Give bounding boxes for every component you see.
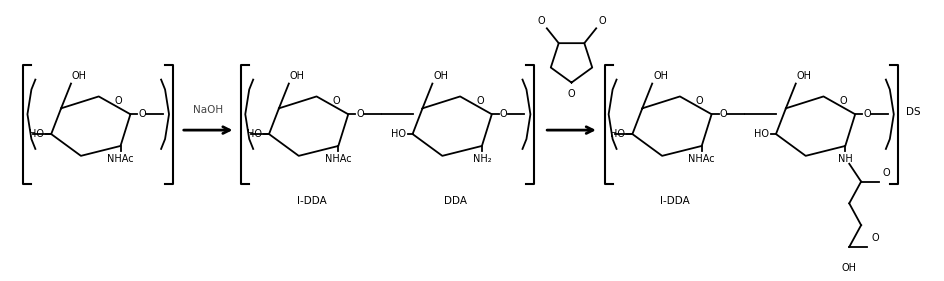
Text: DDA: DDA: [443, 196, 466, 207]
Text: DS: DS: [904, 107, 919, 117]
Text: NHAc: NHAc: [687, 154, 715, 164]
Text: NHAc: NHAc: [107, 154, 134, 164]
Text: OH: OH: [652, 71, 667, 81]
Text: HO: HO: [246, 129, 261, 139]
Text: O: O: [138, 109, 145, 119]
Text: HO: HO: [29, 129, 44, 139]
Text: O: O: [882, 168, 889, 178]
Text: O: O: [476, 96, 483, 106]
Text: I-DDA: I-DDA: [660, 196, 689, 207]
Text: O: O: [870, 233, 878, 243]
Text: NH: NH: [837, 154, 851, 164]
Text: O: O: [332, 96, 340, 106]
Text: NH₂: NH₂: [472, 154, 491, 164]
Text: O: O: [536, 16, 545, 26]
Text: NHAc: NHAc: [325, 154, 351, 164]
Text: O: O: [114, 96, 122, 106]
Text: O: O: [838, 96, 846, 106]
Text: O: O: [862, 109, 869, 119]
Text: O: O: [718, 109, 726, 119]
Text: OH: OH: [72, 71, 87, 81]
Text: OH: OH: [796, 71, 811, 81]
Text: O: O: [695, 96, 702, 106]
Text: O: O: [356, 109, 363, 119]
Text: O: O: [567, 89, 575, 99]
Text: HO: HO: [390, 129, 405, 139]
Text: OH: OH: [433, 71, 447, 81]
Text: O: O: [499, 109, 507, 119]
Text: HO: HO: [753, 129, 768, 139]
Text: HO: HO: [610, 129, 625, 139]
Text: OH: OH: [290, 71, 305, 81]
Text: O: O: [598, 16, 605, 26]
Text: OH: OH: [841, 263, 856, 273]
Text: NaOH: NaOH: [193, 105, 223, 115]
Text: I-DDA: I-DDA: [296, 196, 326, 207]
